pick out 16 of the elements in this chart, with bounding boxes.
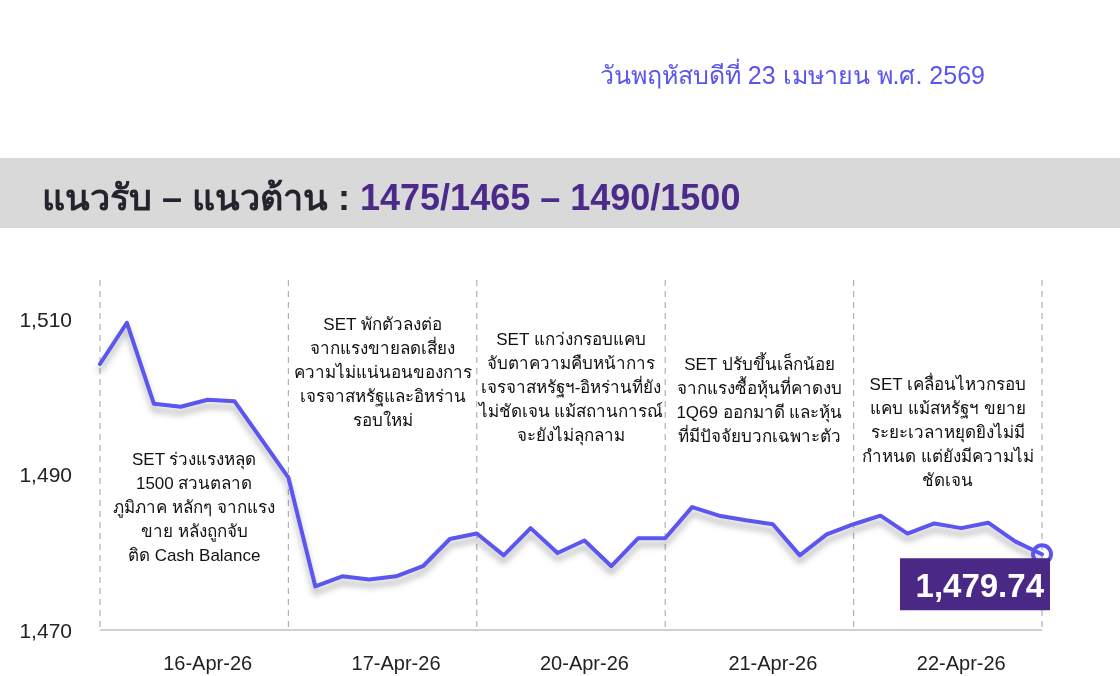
chart-title: แนวรับ – แนวต้าน : 1475/1465 – 1490/1500 — [42, 177, 741, 218]
y-tick-label: 1,490 — [19, 463, 72, 487]
y-tick-label: 1,510 — [19, 307, 72, 331]
annotation: SET เคลื่อนไหวกรอบ แคบ แม้สหรัฐฯ ขยาย ระยะเวลาหยุดยิงไม่มี กำหนด แต่ยังมีความไม่ ชัดเจน — [861, 372, 1034, 490]
x-tick-label: 17-Apr-26 — [351, 652, 441, 674]
annotation: SET ร่วงแรงหลุด 1500 สวนตลาด ภูมิภาค หลักๆ จากแรง ขาย หลังถูกจับ ติด Cash Balance — [113, 450, 275, 565]
x-tick-label: 20-Apr-26 — [539, 652, 629, 674]
annotation: SET พักตัวลงต่อ จากแรงขายลดเสี่ยง ความไม่แน่นอนของการ เจรจาสหรัฐและอิหร่าน รอบใหม่ — [293, 315, 472, 430]
x-tick-label: 21-Apr-26 — [728, 652, 818, 674]
annotation: SET แกว่งกรอบแคบ จับตาความคืบหน้าการ เจรจาสหรัฐฯ-อิหร่านที่ยัง ไม่ชัดเจน แม้สถานการณ์ จะยังไม่ลุกลาม — [476, 330, 664, 446]
annotation: SET ปรับขึ้นเล็กน้อย จากแรงซื้อหุ้นที่คาดงบ 1Q69 ออกมาดี และหุ้น ที่มีปัจจัยบวกเฉพาะตัว — [676, 352, 843, 446]
annotation: 1,479.74 — [915, 567, 1045, 605]
chart-subtitle: วันพฤหัสบดีที่ 23 เมษายน พ.ศ. 2569 — [599, 58, 985, 89]
x-tick-label: 16-Apr-26 — [163, 652, 253, 674]
x-tick-label: 22-Apr-26 — [916, 652, 1006, 674]
y-tick-label: 1,470 — [19, 619, 72, 642]
